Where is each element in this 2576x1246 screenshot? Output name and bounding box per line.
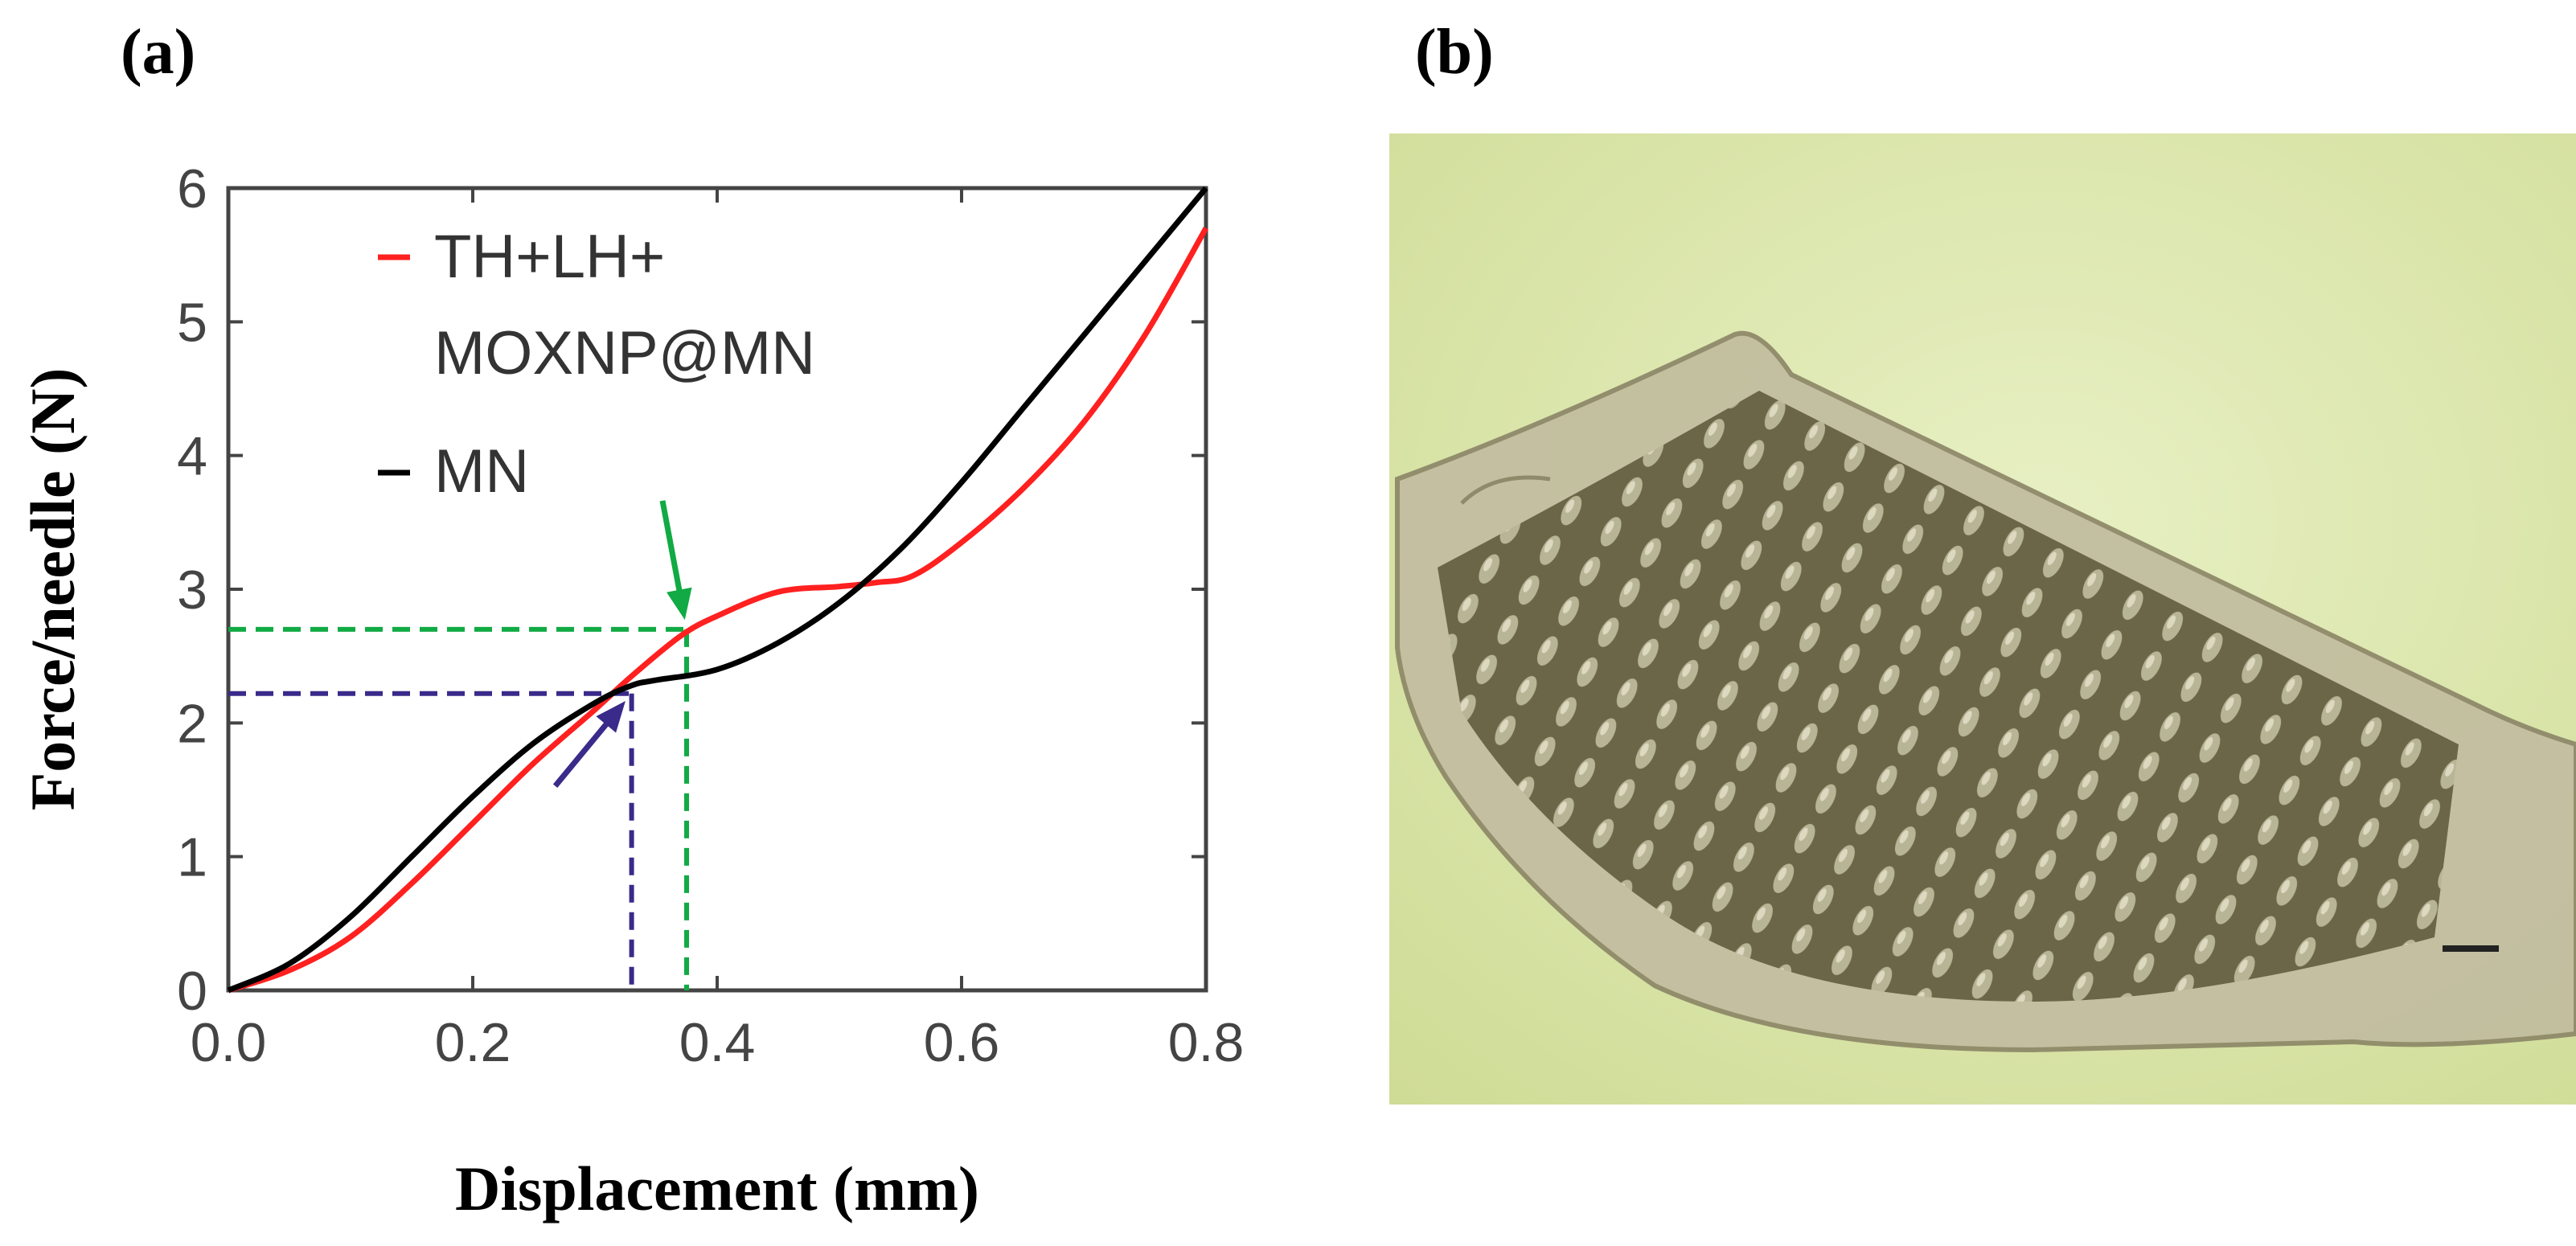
x-tick-label: 0.4 xyxy=(679,1012,756,1073)
purple-arrow-shaft xyxy=(552,715,615,788)
green-arrow-shaft xyxy=(659,500,684,600)
x-tick-label: 0.6 xyxy=(924,1012,1000,1073)
panel-a-label: (a) xyxy=(121,17,196,88)
y-tick-label: 6 xyxy=(177,158,207,219)
series-line-mn xyxy=(227,186,1208,994)
y-axis-title: Force/needle (N) xyxy=(18,368,88,811)
legend-entry-1: TH+LH+ xyxy=(434,223,665,291)
y-tick-label: 2 xyxy=(177,693,207,754)
panel-b-label: (b) xyxy=(1415,17,1494,88)
plot-frame xyxy=(226,186,1208,993)
x-tick-label: 0.0 xyxy=(191,1012,267,1073)
series-line-th-lh-moxnp-mn xyxy=(227,227,1209,994)
legend-entry-3: MN xyxy=(434,437,529,506)
microneedle-array-photo-icon xyxy=(1389,133,2576,1105)
x-tick-label: 0.2 xyxy=(435,1012,511,1073)
purple-arrow-head-icon xyxy=(596,700,626,733)
legend-entry-2: MOXNP@MN xyxy=(434,319,815,387)
green-arrow-head-icon xyxy=(667,587,692,621)
y-tick-label: 0 xyxy=(177,961,207,1022)
x-axis-title: Displacement (mm) xyxy=(455,1154,979,1223)
y-tick-label: 1 xyxy=(177,827,207,888)
x-tick-label: 0.8 xyxy=(1168,1012,1245,1073)
y-tick-label: 4 xyxy=(177,426,207,487)
y-tick-label: 3 xyxy=(177,559,207,621)
y-tick-label: 5 xyxy=(177,292,207,353)
